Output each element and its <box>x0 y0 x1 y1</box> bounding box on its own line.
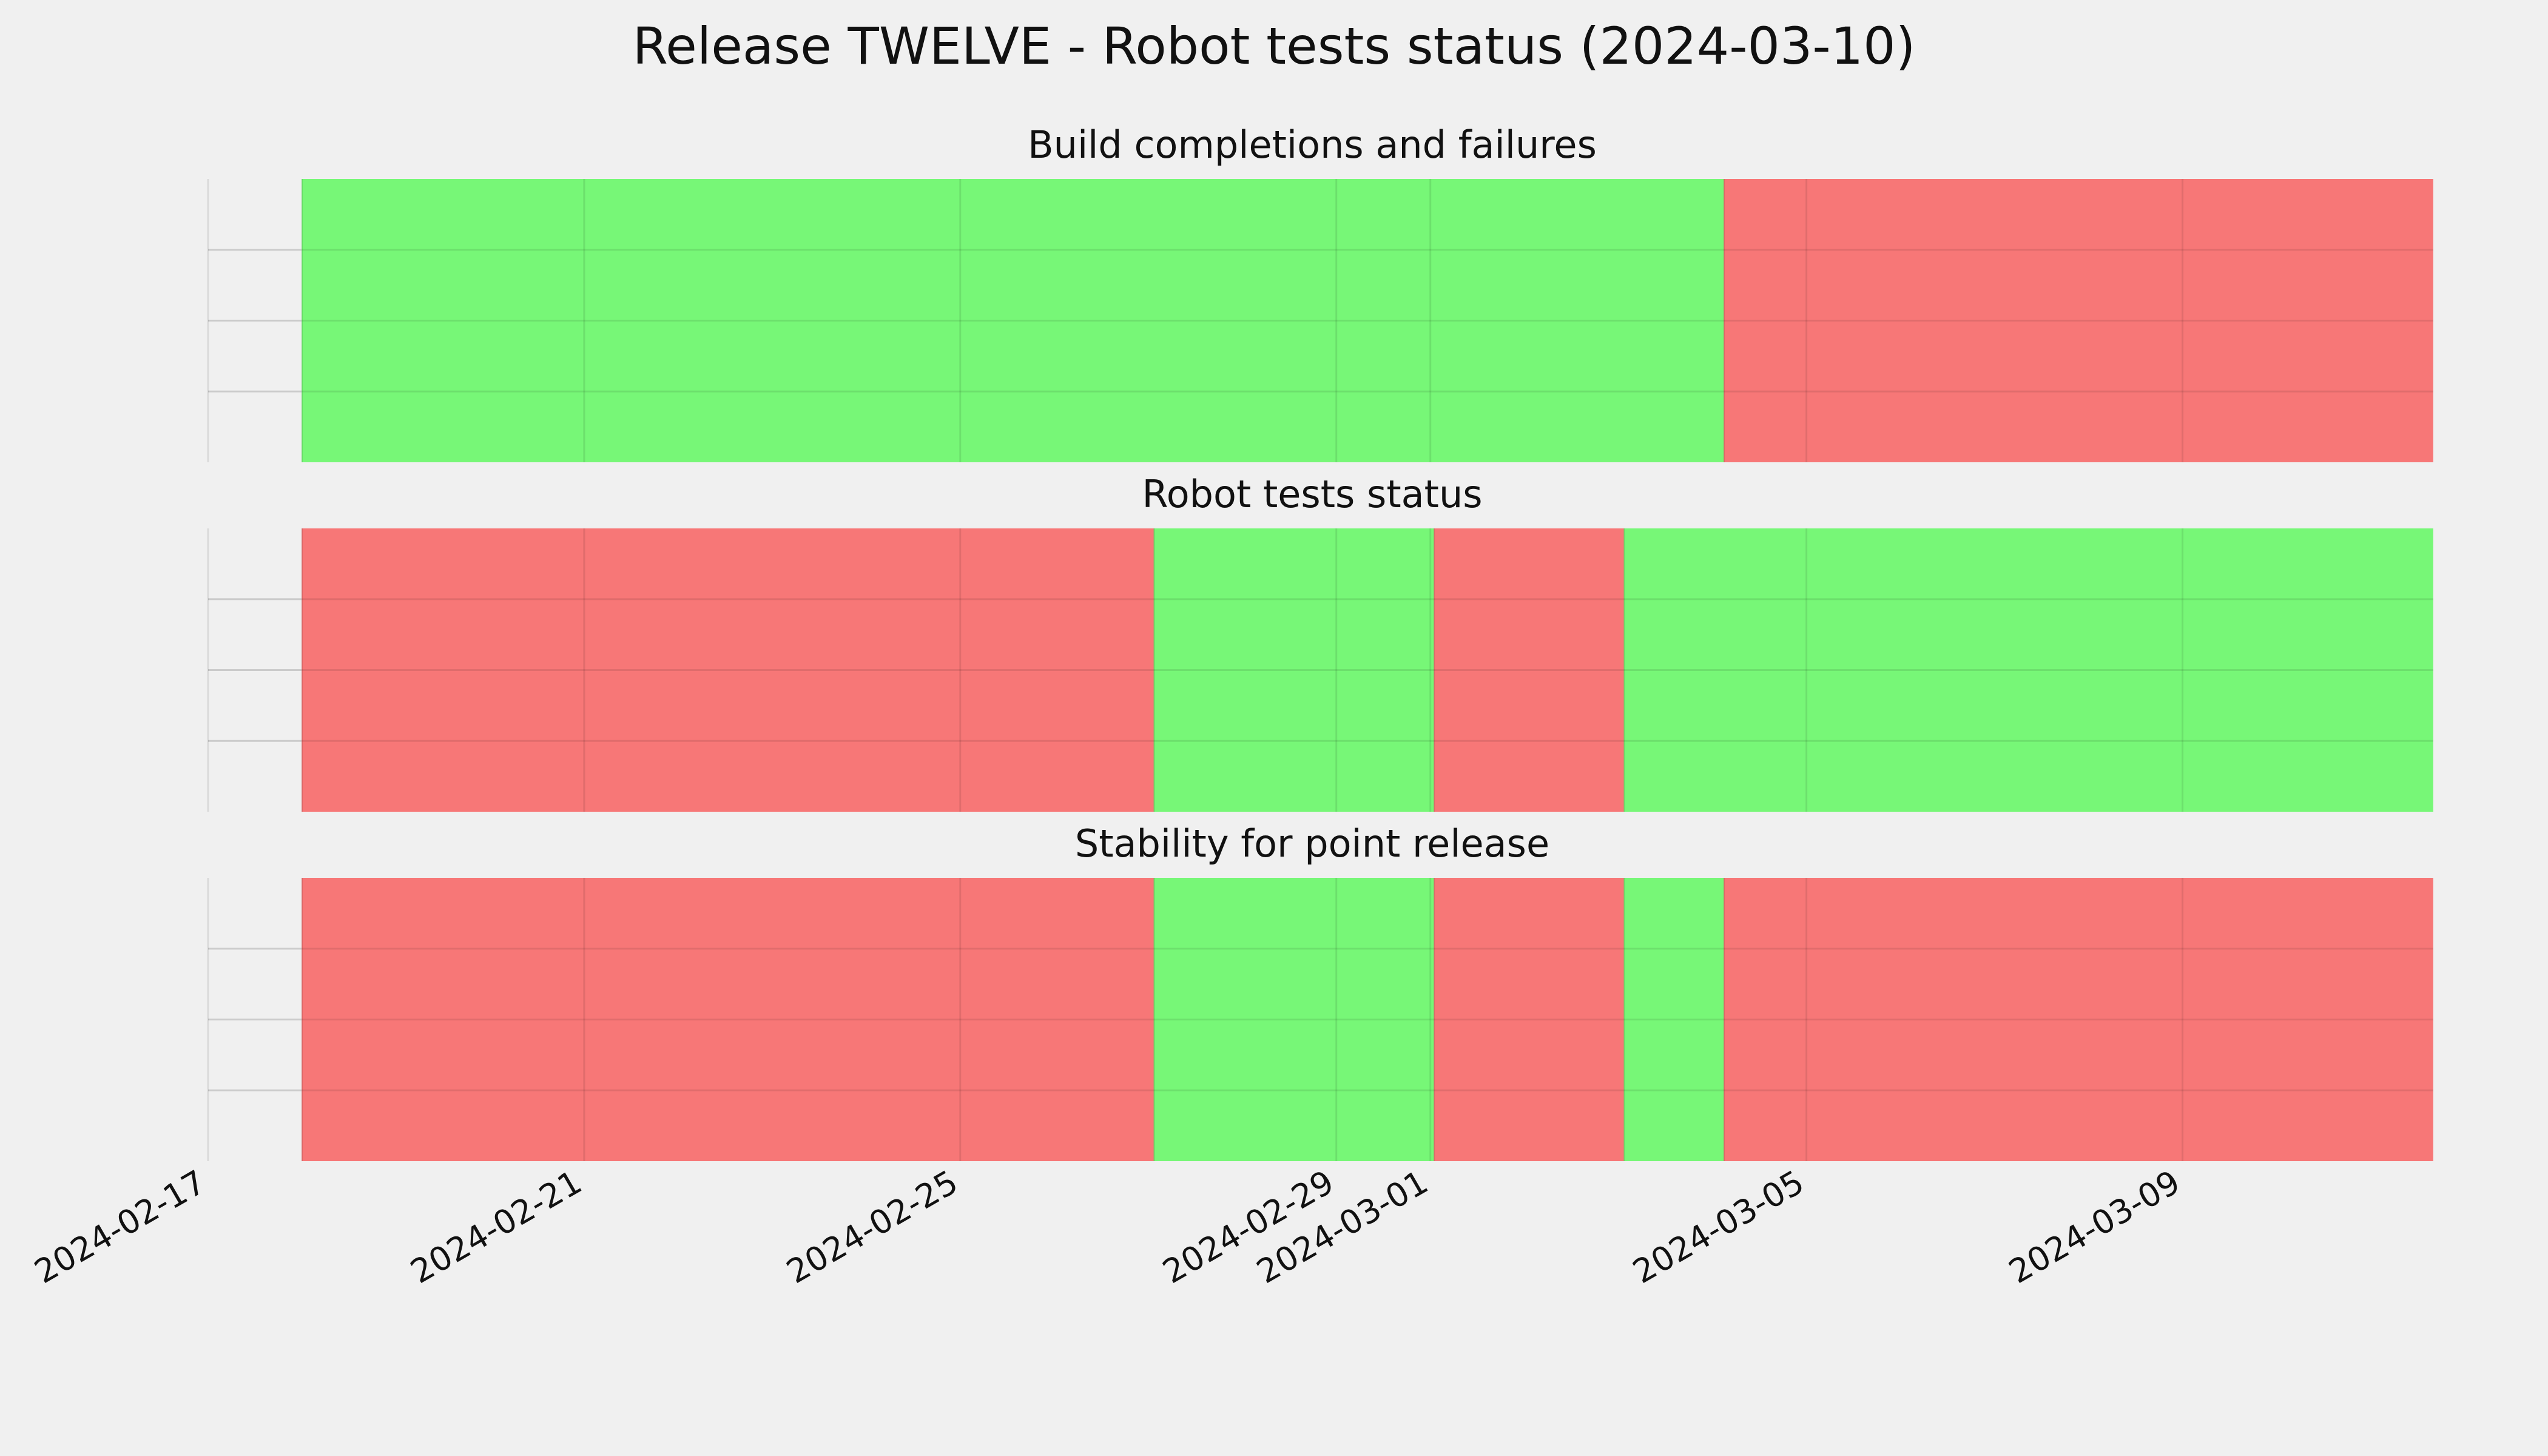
panel-build-completions-and-failures: Build completions and failures <box>207 123 2433 462</box>
x-axis-ticks: 2024-02-17 2024-02-21 2024-02-25 2024-02-29… <box>28 1163 2186 1291</box>
status-segment-fail <box>1434 528 1625 812</box>
status-segment-pass <box>1154 528 1435 812</box>
panel-robot-tests-status: Robot tests status <box>207 472 2433 812</box>
x-tick-label: 2024-02-17 <box>28 1163 212 1291</box>
panel-stability-for-point-release: Stability for point release <box>207 821 2433 1161</box>
status-segment-fail <box>302 528 1154 812</box>
status-segment-pass <box>1154 878 1435 1161</box>
panel-title: Stability for point release <box>1075 821 1549 866</box>
status-segment-fail <box>302 878 1154 1161</box>
status-segment-pass <box>1624 878 1725 1161</box>
status-segment-pass <box>302 179 1725 462</box>
chart-title: Release TWELVE - Robot tests status (202… <box>633 16 1916 76</box>
panels: Build completions and failures Robot test… <box>207 123 2433 1161</box>
x-tick-label: 2024-02-25 <box>780 1163 964 1291</box>
x-tick-label: 2024-03-05 <box>1626 1163 1810 1291</box>
status-segment-pass <box>1624 528 2433 812</box>
status-segment-fail <box>1724 878 2433 1161</box>
x-tick-label: 2024-03-09 <box>2003 1163 2186 1291</box>
panel-title: Robot tests status <box>1142 472 1482 516</box>
panel-title: Build completions and failures <box>1028 123 1597 167</box>
x-tick-label: 2024-02-21 <box>404 1163 588 1291</box>
status-segment-fail <box>1434 878 1625 1161</box>
status-segment-fail <box>1724 179 2433 462</box>
